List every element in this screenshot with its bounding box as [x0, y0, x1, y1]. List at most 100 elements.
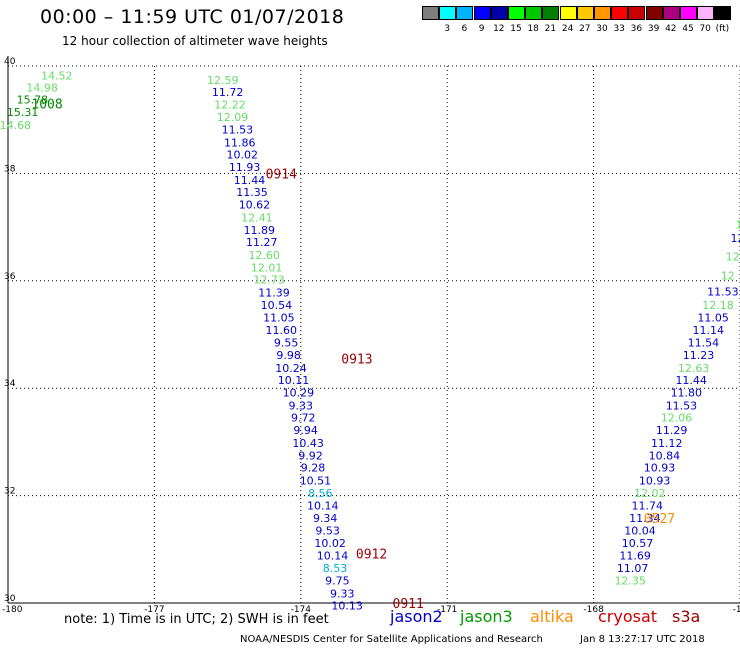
color-scale-label: 21	[544, 24, 557, 34]
color-scale-label: 39	[647, 24, 660, 34]
swh-value-label: 12.41	[241, 211, 273, 224]
color-scale-label: 18	[527, 24, 539, 34]
swh-value-label: 10.14	[307, 499, 339, 512]
swh-value-label: 11.53	[666, 399, 698, 412]
swh-value-label: 9.55	[274, 337, 299, 350]
y-tick-label: 34	[4, 379, 16, 389]
swh-value-label: 12	[721, 269, 735, 282]
track-time-label: 0913	[341, 353, 372, 368]
swh-value-label: 11.05	[697, 311, 729, 324]
color-scale-label: 36	[630, 24, 643, 34]
chart-title: 00:00 – 11:59 UTC 01/07/2018	[40, 6, 345, 28]
color-swatch	[714, 6, 732, 20]
color-scale-label: 27	[579, 24, 591, 34]
swh-value-label: 12	[731, 232, 740, 245]
swh-value-label: 10.29	[283, 386, 315, 399]
y-tick-label: 32	[4, 487, 15, 497]
color-swatch	[645, 6, 663, 20]
x-tick-label: -177	[144, 605, 164, 615]
swh-value-label: 11.69	[619, 550, 651, 563]
y-tick-label: 38	[4, 164, 16, 174]
swh-value-label: 9.33	[289, 399, 314, 412]
swh-value-label: 11.39	[258, 287, 290, 300]
swh-value-label: 10.43	[292, 437, 324, 450]
legend-jason3: jason3	[460, 607, 513, 626]
swh-value-label: 9.94	[293, 424, 318, 437]
swh-value-label: 11.05	[263, 311, 295, 324]
swh-value-label: 9.53	[315, 525, 340, 538]
swh-value-label: 11.93	[229, 161, 261, 174]
track-time-label: 0911	[393, 597, 424, 612]
color-swatch	[662, 6, 680, 20]
swh-value-label: 10.93	[639, 475, 671, 488]
color-swatch	[422, 6, 439, 20]
legend-cryosat: cryosat	[598, 607, 658, 626]
swh-value-label: 8.56	[308, 487, 333, 500]
swh-value-label: 15.78	[17, 93, 49, 106]
x-tick-label: -180	[2, 605, 23, 615]
swh-value-label: 12	[735, 218, 740, 231]
swh-value-label: 12.35	[614, 574, 646, 587]
swh-value-label: 10.13	[331, 600, 363, 613]
color-scale-legend: 3 6 9 12 15 18 21 24 27 30 33 36 39 42 45 70 (ft)	[422, 6, 732, 38]
swh-value-label: 9.98	[276, 349, 301, 362]
swh-value-label: 10.84	[649, 449, 681, 462]
y-tick-label: 36	[4, 272, 16, 282]
color-scale-label: (ft)	[715, 24, 730, 34]
swh-value-label: 10.02	[226, 149, 258, 162]
color-scale-label: 15	[510, 24, 522, 34]
swh-value-label: 11.44	[234, 174, 266, 187]
swh-value-label: 15.31	[7, 106, 39, 119]
units-note: note: 1) Time is in UTC; 2) SWH is in fe…	[64, 612, 329, 627]
color-swatch	[542, 6, 560, 20]
color-scale-label: 24	[561, 24, 574, 34]
swh-value-label: 11.29	[656, 424, 688, 437]
swh-value-label: 9.92	[298, 449, 323, 462]
swh-value-label: 10.93	[644, 462, 676, 475]
color-scale-label: 12	[493, 24, 505, 34]
swh-value-label: 9.72	[291, 412, 316, 425]
color-scale-label: 70	[699, 24, 711, 34]
y-tick-label: 40	[4, 57, 16, 67]
track-time-label: 0527	[644, 512, 675, 527]
color-swatch	[559, 6, 577, 20]
swh-value-label: 11.89	[244, 224, 276, 237]
swh-value-label: 10.24	[275, 362, 307, 375]
swh-value-label: 12.09	[217, 111, 249, 124]
swh-value-label: 9.34	[313, 512, 338, 525]
color-swatch	[594, 6, 611, 20]
swh-value-label: 9.28	[301, 462, 326, 475]
swh-value-label: 11.80	[671, 386, 703, 399]
color-swatch	[576, 6, 594, 20]
swh-value-label: 8.53	[323, 562, 348, 575]
swh-value-label: 11.34	[629, 512, 661, 525]
swh-value-label: 11.14	[693, 324, 725, 337]
swh-value-label: 14.52	[41, 70, 73, 83]
color-swatch	[508, 6, 525, 20]
color-scale-label: 45	[682, 24, 694, 34]
swh-value-label: 11.44	[675, 374, 707, 387]
x-tick-label: -168	[583, 605, 604, 615]
swh-value-label: 11.54	[688, 337, 720, 350]
track-time-label: 0914	[266, 167, 297, 182]
swh-value-label: 10.14	[317, 550, 349, 563]
color-swatch	[611, 6, 629, 20]
color-swatch	[473, 6, 491, 20]
x-tick-label: -16	[733, 605, 740, 615]
color-scale-label: 3	[444, 24, 451, 34]
swh-value-label: 10.54	[261, 299, 293, 312]
color-swatch	[439, 6, 457, 20]
swh-value-label: 11.23	[683, 349, 715, 362]
swh-value-label: 11.53	[707, 286, 739, 299]
swh-value-label: 12.73	[253, 274, 285, 287]
swh-value-label: 11.60	[266, 324, 298, 337]
swh-value-label: 11.07	[617, 562, 649, 575]
swh-value-label: 12.18	[702, 299, 734, 312]
color-swatch	[525, 6, 543, 20]
swh-value-label: 11.27	[246, 236, 278, 249]
color-scale-label: 33	[613, 24, 625, 34]
swh-value-label: 12.63	[678, 362, 710, 375]
swh-value-label: 10.11	[278, 374, 310, 387]
y-tick-label: 30	[4, 594, 16, 604]
